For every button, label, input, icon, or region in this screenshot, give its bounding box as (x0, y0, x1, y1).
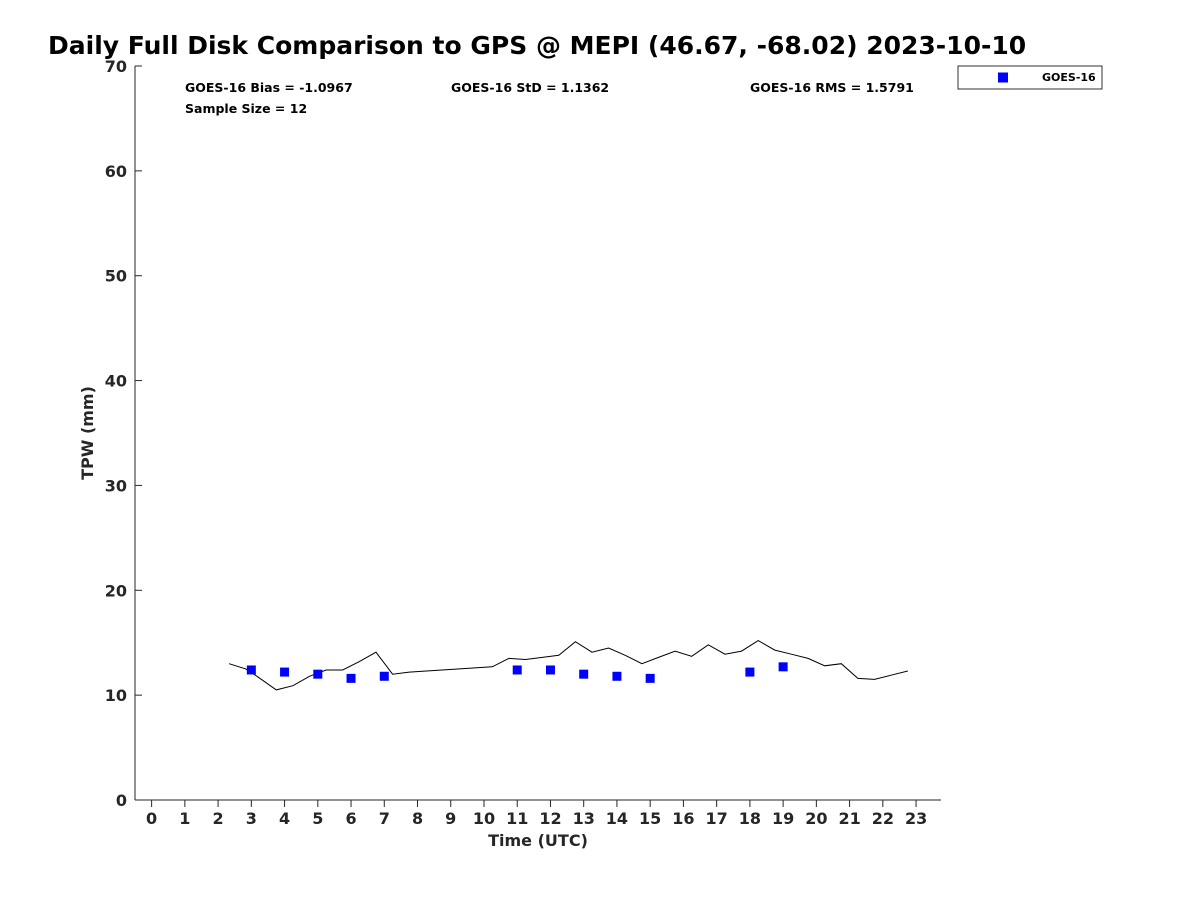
goes16-point (346, 673, 356, 683)
gps-line (228, 640, 908, 691)
goes16-point (612, 671, 622, 681)
y-axis-label: TPW (mm) (78, 386, 97, 480)
x-tick-label: 17 (706, 809, 728, 828)
goes16-point (280, 667, 290, 677)
legend-marker (998, 72, 1008, 83)
rms-stat: GOES-16 RMS = 1.5791 (750, 80, 914, 95)
x-tick-label: 21 (838, 809, 860, 828)
y-tick-label: 40 (105, 372, 127, 391)
x-tick-label: 16 (672, 809, 694, 828)
bias-stat: GOES-16 Bias = -1.0967 (185, 80, 353, 95)
y-tick-label: 20 (105, 581, 127, 600)
x-tick-label: 20 (805, 809, 827, 828)
legend-box (957, 65, 1103, 90)
goes16-point (778, 662, 788, 672)
y-tick-label: 50 (105, 267, 127, 286)
y-tick-label: 70 (105, 57, 127, 76)
x-axis-label: Time (UTC) (488, 831, 588, 850)
plot-content (228, 640, 908, 691)
x-tick-label: 8 (412, 809, 423, 828)
x-tick-label: 11 (506, 809, 528, 828)
x-tick-label: 23 (905, 809, 927, 828)
x-tick-label: 7 (379, 809, 390, 828)
x-tick-label: 12 (539, 809, 561, 828)
x-ticks: 0 1 2 3 4 5 6 7 8 9 10 11 12 13 14 15 16 17 18 19 20 21 22 23 (146, 800, 927, 828)
y-tick-label: 60 (105, 162, 127, 181)
y-tick-label: 0 (116, 791, 127, 810)
goes16-point (313, 669, 323, 679)
y-tick-label: 10 (105, 686, 127, 705)
y-tick-label: 30 (105, 476, 127, 495)
x-tick-label: 14 (606, 809, 628, 828)
x-tick-label: 10 (473, 809, 495, 828)
goes16-point (645, 673, 655, 683)
legend: GOES-16 (957, 65, 1103, 90)
x-tick-label: 3 (246, 809, 257, 828)
goes16-point (745, 667, 755, 677)
x-tick-label: 4 (279, 809, 290, 828)
x-tick-label: 18 (739, 809, 761, 828)
x-tick-label: 2 (213, 809, 224, 828)
x-tick-label: 1 (179, 809, 190, 828)
x-tick-label: 22 (872, 809, 894, 828)
goes16-point (246, 665, 256, 675)
x-tick-label: 19 (772, 809, 794, 828)
chart-title: Daily Full Disk Comparison to GPS @ MEPI… (48, 31, 1026, 60)
x-tick-label: 6 (345, 809, 356, 828)
sample-size-stat: Sample Size = 12 (185, 101, 307, 116)
x-tick-label: 5 (312, 809, 323, 828)
legend-label: GOES-16 (1042, 71, 1096, 84)
x-tick-label: 15 (639, 809, 661, 828)
axes (134, 66, 941, 801)
goes16-point (512, 665, 522, 675)
goes16-point (579, 669, 589, 679)
std-stat: GOES-16 StD = 1.1362 (451, 80, 609, 95)
x-tick-label: 9 (445, 809, 456, 828)
goes16-point (545, 665, 555, 675)
x-tick-label: 0 (146, 809, 157, 828)
x-tick-label: 13 (573, 809, 595, 828)
y-ticks: 0 10 20 30 40 50 60 70 (105, 57, 142, 810)
goes16-point (379, 671, 389, 681)
